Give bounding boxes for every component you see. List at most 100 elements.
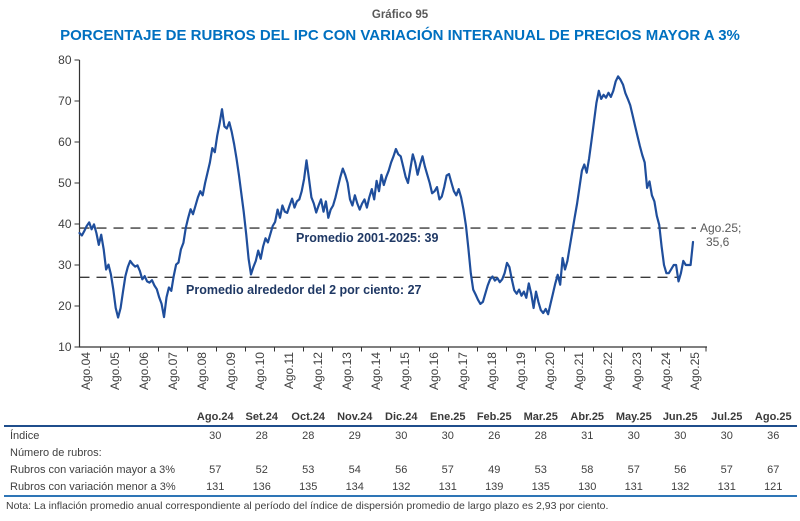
table-header-cell: Dic.24 (378, 408, 425, 427)
monthly-data-table: Ago.24 Set.24 Oct.24 Nov.24 Dic.24 Ene.25 Feb.… (4, 408, 797, 497)
table-cell: 49 (488, 463, 501, 476)
table-cell: 28 (302, 429, 315, 442)
table-cell (657, 444, 704, 461)
x-axis-label: Ago.07 (166, 352, 180, 390)
table-cell (285, 444, 332, 461)
table-cell: 30 (674, 429, 687, 442)
x-axis-label: Ago.14 (369, 352, 383, 390)
dispersion-line-chart: 10 20 30 40 50 60 70 80 Ago.04 Ago.05 Ago.06 Ago.07… (58, 53, 741, 390)
table-cell: 67 (767, 463, 780, 476)
table-cell: 53 (534, 463, 547, 476)
x-axis-label: Ago.15 (398, 352, 412, 390)
table-cell: 131 (624, 480, 643, 493)
reference-line-label: Promedio 2001-2025: 39 (296, 231, 438, 245)
table-header-row: Ago.24 Set.24 Oct.24 Nov.24 Dic.24 Ene.25 Feb.… (4, 408, 797, 427)
last-point-label-line2: 35,6 (706, 235, 730, 249)
x-axis-label: Ago.19 (514, 352, 528, 390)
table-row: Número de rubros: (4, 444, 797, 461)
y-axis-label: 20 (58, 299, 72, 313)
table-cell: 121 (764, 480, 783, 493)
x-axis-label: Ago.09 (224, 352, 238, 390)
table-cell: 57 (441, 463, 454, 476)
x-axis-label: Ago.10 (253, 352, 267, 390)
series-line (78, 75, 695, 319)
table-cell: 135 (299, 480, 318, 493)
table-cell: 53 (302, 463, 315, 476)
table-cell: 31 (581, 429, 594, 442)
x-axis-label: Ago.25 (688, 352, 702, 390)
table-cell: 52 (255, 463, 268, 476)
table-cell: 29 (348, 429, 361, 442)
table-cell: 131 (438, 480, 457, 493)
reference-line-label: Promedio alrededor del 2 por ciento: 27 (186, 283, 422, 297)
table-header-cell: Ene.25 (424, 408, 471, 427)
table-cell (425, 444, 472, 461)
table-cell: 56 (395, 463, 408, 476)
x-axis-label: Ago.06 (137, 352, 151, 390)
table-cell: 30 (441, 429, 454, 442)
table-row-label: Índice (10, 429, 40, 442)
table-row-label: Rubros con variación menor a 3% (10, 480, 176, 493)
y-axis-label: 30 (58, 258, 72, 272)
table-cell: 132 (392, 480, 411, 493)
last-point-label-line1: Ago.25; (700, 221, 741, 235)
table-corner-cell (4, 408, 192, 427)
table-header-cell: Jun.25 (657, 408, 704, 427)
table-header-cell: Feb.25 (471, 408, 518, 427)
x-axis-label: Ago.13 (340, 352, 354, 390)
table-row-label: Rubros con variación mayor a 3% (10, 463, 176, 476)
table-row: Rubros con variación menor a 3% 131 136 135… (4, 478, 797, 496)
table-cell (564, 444, 611, 461)
x-axis-label: Ago.24 (659, 352, 673, 390)
y-axis-label: 10 (58, 340, 72, 354)
x-axis-label: Ago.20 (543, 352, 557, 390)
y-axis-label: 40 (58, 217, 72, 231)
x-axis-label: Ago.21 (572, 352, 586, 390)
table-cell (239, 444, 286, 461)
table-cell (192, 444, 239, 461)
table-header-cell: Abr.25 (564, 408, 611, 427)
table-cell: 135 (531, 480, 550, 493)
table-header-cell: Nov.24 (331, 408, 378, 427)
table-cell: 57 (209, 463, 222, 476)
y-axis-label: 60 (58, 135, 72, 149)
table-cell (704, 444, 751, 461)
table-header-cell: Jul.25 (703, 408, 750, 427)
table-cell: 58 (581, 463, 594, 476)
table-header-cell: May.25 (610, 408, 657, 427)
table-cell: 28 (255, 429, 268, 442)
x-axis-label: Ago.08 (195, 352, 209, 390)
table-row: Rubros con variación mayor a 3% 57 52 53 54 5… (4, 461, 797, 478)
table-cell: 30 (720, 429, 733, 442)
y-axis-label: 80 (58, 53, 72, 67)
table-cell (750, 444, 797, 461)
table-header-cell: Set.24 (238, 408, 285, 427)
table-cell: 130 (578, 480, 597, 493)
page-title: PORCENTAJE DE RUBROS DEL IPC CON VARIACI… (60, 27, 740, 44)
table-cell (471, 444, 518, 461)
table-cell: 136 (252, 480, 271, 493)
table-cell: 57 (627, 463, 640, 476)
table-cell (518, 444, 565, 461)
axes (78, 60, 707, 348)
table-cell: 57 (720, 463, 733, 476)
table-cell: 30 (627, 429, 640, 442)
table-cell (611, 444, 658, 461)
table-cell: 131 (717, 480, 736, 493)
ipc-rubros-table: Ago.24 Set.24 Oct.24 Nov.24 Dic.24 Ene.25 Feb.… (4, 408, 797, 497)
table-cell: 131 (206, 480, 225, 493)
table-cell: 26 (488, 429, 501, 442)
table-cell (378, 444, 425, 461)
chart-number-subtitle: Gráfico 95 (371, 9, 429, 21)
table-cell: 28 (534, 429, 547, 442)
y-axis-label: 50 (58, 176, 72, 190)
table-header-cell: Ago.25 (750, 408, 797, 427)
x-axis-label: Ago.04 (79, 352, 93, 390)
table-header-cell: Mar.25 (517, 408, 564, 427)
x-axis-label: Ago.17 (456, 352, 470, 390)
x-axis-label: Ago.16 (427, 352, 441, 390)
table-cell: 139 (485, 480, 504, 493)
footnote: Nota: La inflación promedio anual corres… (6, 500, 609, 512)
x-axis-label: Ago.23 (630, 352, 644, 390)
